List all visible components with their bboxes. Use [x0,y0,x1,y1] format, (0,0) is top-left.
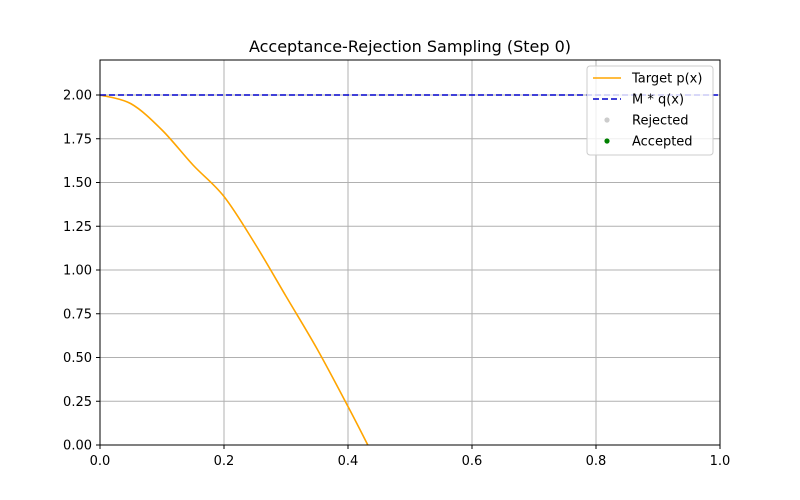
x-tick-label: 0.0 [90,454,111,469]
y-tick-label: 1.00 [63,264,92,279]
y-tick-label: 0.75 [63,307,92,322]
legend-marker [604,138,610,144]
x-tick-label: 0.2 [214,454,235,469]
legend-marker [604,117,610,123]
x-tick-label: 0.6 [462,454,483,469]
legend-label: M * q(x) [632,93,684,108]
y-tick-label: 1.50 [63,176,92,191]
legend-box [586,65,714,156]
x-tick-label: 1.0 [710,454,731,469]
legend-label: Accepted [632,135,693,150]
legend-label: Target p(x) [631,72,702,87]
x-tick-label: 0.8 [586,454,607,469]
y-tick-label: 0.00 [63,439,92,454]
axis-ticks: 0.0 0.2 0.4 0.6 0.8 1.0 0.00 0.25 0.50 0.75 1.00 1.… [63,89,730,470]
y-tick-label: 1.75 [63,132,92,147]
legend-label: Rejected [632,114,689,129]
x-tick-label: 0.4 [338,454,359,469]
legend: Target p(x) M * q(x) Rejected Accepted [586,65,714,156]
y-tick-label: 2.00 [63,89,92,104]
y-tick-label: 0.25 [63,395,92,410]
y-tick-label: 1.25 [63,220,92,235]
axes-frame [99,59,721,446]
chart-title: Acceptance-Rejection Sampling (Step 0) [249,37,571,56]
series-line-target [100,94,369,445]
y-tick-label: 0.50 [63,351,92,366]
